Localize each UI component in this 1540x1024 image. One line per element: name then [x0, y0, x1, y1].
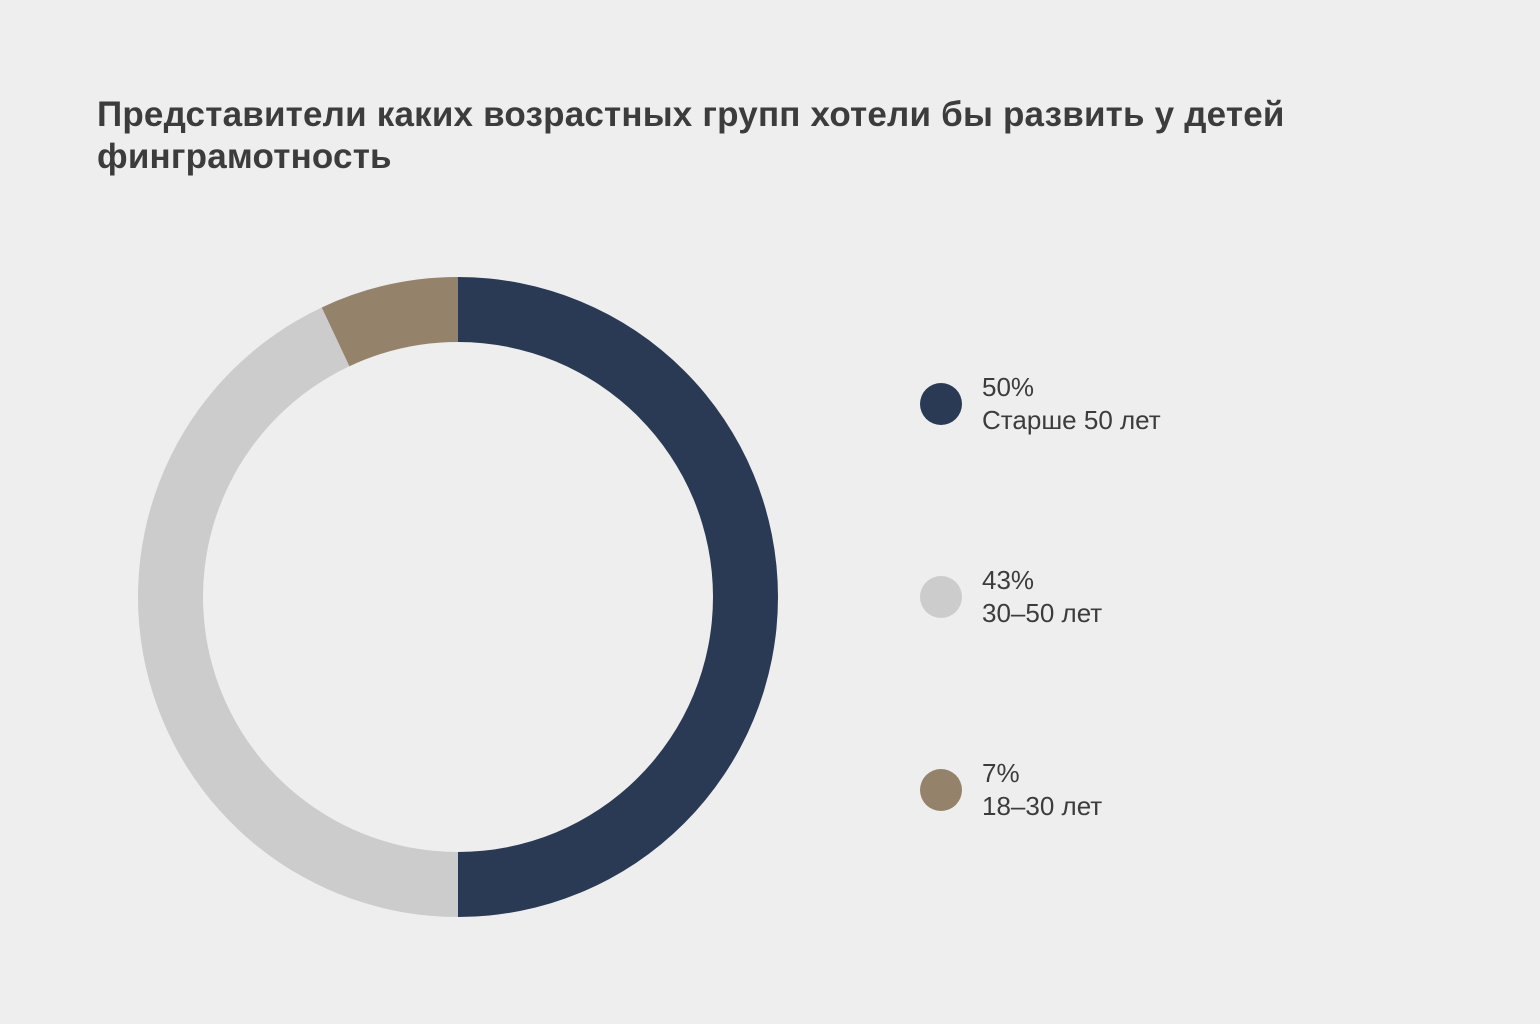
legend-swatch-over-50 [920, 383, 962, 425]
legend-text: 50% Старше 50 лет [982, 371, 1161, 437]
legend-item-over-50: 50% Старше 50 лет [920, 371, 1340, 441]
legend-swatch-30-50 [920, 576, 962, 618]
legend-item-18-30: 7% 18–30 лет [920, 757, 1340, 827]
legend-label: Старше 50 лет [982, 405, 1161, 435]
legend-value: 43% [982, 565, 1035, 595]
legend-swatch-18-30 [920, 769, 962, 811]
chart-title: Представители каких возрастных групп хот… [97, 95, 1285, 176]
legend-value: 7% [982, 758, 1020, 788]
legend-value: 50% [982, 372, 1035, 402]
legend-label: 30–50 лет [982, 598, 1103, 628]
donut-slice-over-50 [458, 277, 778, 917]
legend-text: 7% 18–30 лет [982, 757, 1102, 823]
legend-text: 43% 30–50 лет [982, 564, 1102, 630]
donut-slice-18-30 [321, 277, 458, 367]
legend-label: 18–30 лет [982, 791, 1103, 821]
donut-slice-30-50 [138, 307, 458, 918]
legend-item-30-50: 43% 30–50 лет [920, 564, 1340, 634]
